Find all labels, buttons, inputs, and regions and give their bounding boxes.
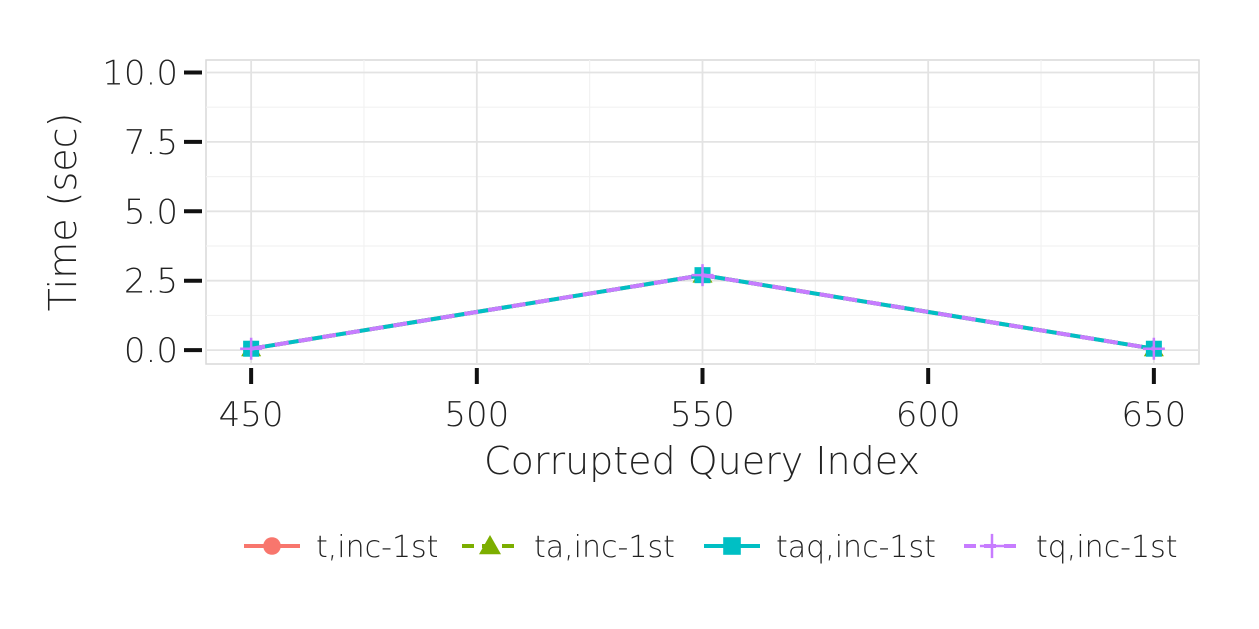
legend-item-2: ta,inc-1st xyxy=(462,530,675,565)
data-point-series-4 xyxy=(240,337,263,360)
x-tick-label: 600 xyxy=(896,395,961,435)
x-tick-label: 650 xyxy=(1121,395,1186,435)
legend-item-3: taq,inc-1st xyxy=(704,530,936,565)
legend: t,inc-1st ta,inc-1st taq,inc-1st tq,inc-1st xyxy=(244,530,1178,565)
legend-item-4: tq,inc-1st xyxy=(964,530,1178,565)
y-tick-label: 2.5 xyxy=(124,262,178,302)
legend-marker xyxy=(723,537,741,555)
data-point-series-4 xyxy=(691,264,714,287)
legend-label: tq,inc-1st xyxy=(1036,530,1178,565)
y-tick-label: 10.0 xyxy=(102,53,178,93)
axes: 0.0 2.5 5.0 7.5 10.0 450 500 550 600 650 xyxy=(102,53,1186,435)
legend-item-1: t,inc-1st xyxy=(244,530,438,565)
y-tick-label: 7.5 xyxy=(124,123,178,163)
legend-label: t,inc-1st xyxy=(316,530,438,565)
y-axis-title: Time (sec) xyxy=(41,113,85,312)
y-tick-label: 5.0 xyxy=(124,192,178,232)
legend-marker xyxy=(263,537,281,555)
x-tick-label: 500 xyxy=(444,395,509,435)
x-tick-label: 450 xyxy=(219,395,284,435)
legend-label: ta,inc-1st xyxy=(534,530,675,565)
y-tick-label: 0.0 xyxy=(124,331,178,371)
x-tick-label: 550 xyxy=(670,395,735,435)
legend-label: taq,inc-1st xyxy=(776,530,936,565)
legend-marker xyxy=(479,535,501,555)
data-point-series-4 xyxy=(1142,337,1165,360)
x-axis-title: Corrupted Query Index xyxy=(484,439,920,483)
series-layer xyxy=(240,264,1165,360)
legend-marker xyxy=(979,533,1005,559)
